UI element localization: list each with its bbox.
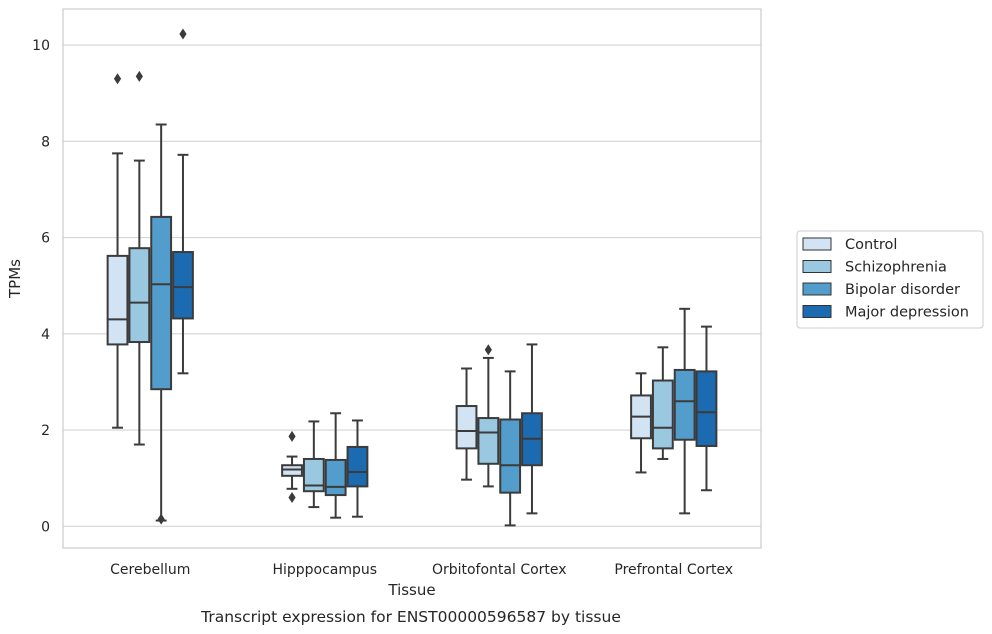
box bbox=[477, 417, 500, 465]
legend-label: Control bbox=[845, 237, 897, 253]
box-group bbox=[673, 307, 696, 515]
box bbox=[302, 457, 325, 493]
legend-frame bbox=[796, 230, 984, 329]
box-group bbox=[172, 28, 194, 375]
box bbox=[172, 251, 194, 320]
y-tick-label: 2 bbox=[41, 423, 50, 439]
box bbox=[128, 247, 151, 344]
outlier-point bbox=[157, 513, 165, 525]
x-tick-label: Prefrontal Cortex bbox=[614, 562, 733, 578]
plot-frame bbox=[62, 8, 762, 549]
y-tick-label: 10 bbox=[32, 38, 50, 54]
box-group bbox=[499, 370, 522, 527]
x-tick-label: Orbitofontal Cortex bbox=[432, 562, 567, 578]
legend-swatch bbox=[802, 282, 832, 296]
box bbox=[106, 254, 129, 346]
box-plots bbox=[106, 28, 718, 527]
box-group bbox=[521, 343, 543, 515]
y-tick-label: 6 bbox=[41, 231, 50, 247]
outlier-point bbox=[288, 430, 296, 442]
x-axis-ticks: Cerebellum Hipppocampus Orbitofontal Corte… bbox=[110, 562, 733, 578]
x-tick-label: Cerebellum bbox=[110, 562, 190, 578]
chart-caption: Transcript expression for ENST0000059658… bbox=[200, 608, 621, 626]
y-axis-ticks: 0 2 4 6 8 10 bbox=[32, 38, 50, 535]
legend-item: Bipolar disorder bbox=[802, 282, 960, 298]
box-group bbox=[302, 420, 325, 509]
legend-item: Control bbox=[802, 237, 897, 253]
legend-label: Major depression bbox=[845, 305, 969, 321]
legend-item: Major depression bbox=[802, 305, 969, 321]
legend: Control Schizophrenia Bipolar disorder Majo… bbox=[796, 230, 984, 329]
box bbox=[346, 445, 369, 488]
outlier-point bbox=[113, 73, 122, 85]
legend-label: Bipolar disorder bbox=[845, 282, 960, 298]
box-group bbox=[150, 123, 173, 525]
box-group bbox=[346, 419, 369, 518]
y-tick-label: 8 bbox=[41, 134, 50, 150]
box-group bbox=[477, 344, 500, 488]
legend-item: Schizophrenia bbox=[802, 260, 947, 276]
box-group bbox=[281, 430, 303, 503]
box bbox=[150, 215, 173, 391]
x-axis-title: Tissue bbox=[387, 581, 435, 599]
x-tick-label: Hipppocampus bbox=[272, 562, 377, 578]
box bbox=[455, 405, 478, 450]
box bbox=[499, 418, 522, 494]
outlier-point bbox=[179, 28, 187, 40]
box bbox=[673, 368, 696, 441]
box-group bbox=[106, 73, 129, 429]
legend-swatch bbox=[802, 260, 832, 273]
box bbox=[695, 370, 718, 447]
legend-swatch bbox=[802, 237, 832, 251]
outlier-point bbox=[135, 70, 143, 82]
y-axis-title: TPMs bbox=[6, 259, 24, 299]
y-tick-label: 4 bbox=[41, 327, 50, 343]
gridlines bbox=[63, 44, 761, 527]
legend-swatch bbox=[802, 305, 832, 318]
box-group bbox=[695, 325, 718, 492]
box bbox=[651, 379, 674, 450]
box-group bbox=[651, 346, 674, 460]
outlier-point bbox=[288, 491, 296, 503]
outlier-point bbox=[484, 344, 492, 356]
box-group bbox=[128, 70, 151, 446]
box-group bbox=[630, 372, 652, 474]
legend-label: Schizophrenia bbox=[845, 260, 947, 276]
box-group bbox=[324, 412, 347, 519]
box-group bbox=[455, 367, 478, 481]
y-tick-label: 0 bbox=[41, 519, 50, 535]
box bbox=[324, 458, 347, 497]
